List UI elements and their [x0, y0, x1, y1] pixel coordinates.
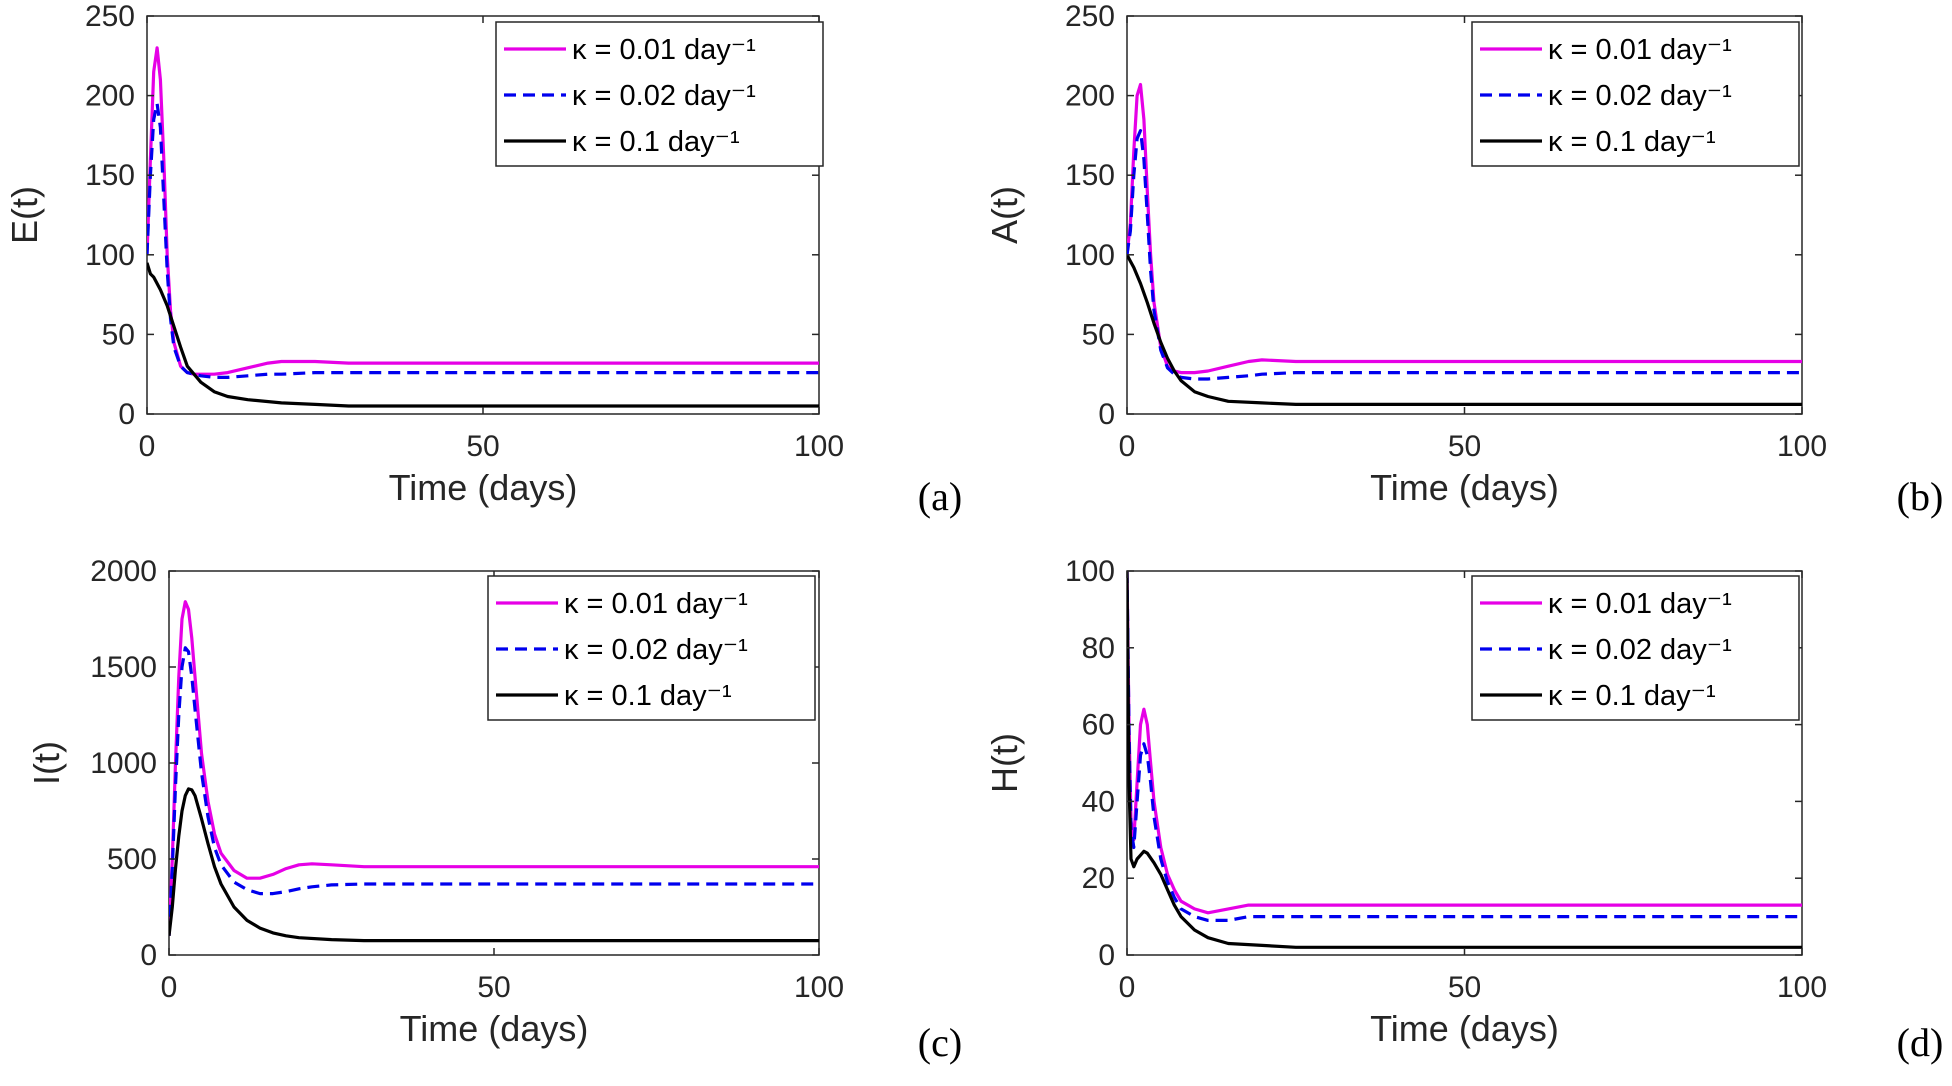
x-tick-label: 0: [1119, 430, 1136, 463]
y-tick-label: 0: [118, 398, 135, 431]
y-tick-label: 1500: [90, 651, 157, 684]
x-tick-label: 0: [161, 971, 178, 1004]
series-line-3: [169, 787, 819, 943]
y-tick-label: 100: [85, 239, 135, 272]
panel-label: (b): [1897, 474, 1944, 519]
series-line-1: [147, 46, 819, 376]
series-line-2: [1127, 571, 1802, 922]
legend-entry-2: κ = 0.02 day⁻¹: [1548, 634, 1732, 666]
legend: κ = 0.01 day⁻¹ κ = 0.02 day⁻¹ κ = 0.1 day⁻…: [495, 21, 824, 167]
x-tick-label: 50: [477, 971, 510, 1004]
legend-entry-2: κ = 0.02 day⁻¹: [564, 634, 748, 666]
y-axis-label: I(t): [26, 741, 67, 785]
legend-entry-1: κ = 0.01 day⁻¹: [572, 34, 756, 66]
x-axis-label: Time (days): [1370, 1008, 1559, 1049]
series-line-3: [147, 262, 819, 408]
y-tick-label: 40: [1082, 785, 1115, 818]
y-tick-label: 150: [1065, 159, 1115, 192]
series-line-1: [1127, 82, 1802, 375]
y-tick-label: 0: [1098, 939, 1115, 972]
y-tick-label: 500: [107, 843, 157, 876]
x-tick-label: 50: [466, 430, 499, 463]
chart-panel-d: 0 50 100 0 20 40 60 80 100 Time (days) H(t) (d) κ = …: [984, 555, 1943, 1065]
y-tick-label: 0: [1098, 398, 1115, 431]
panel-label: (d): [1897, 1020, 1944, 1065]
y-tick-label: 100: [1065, 555, 1115, 588]
panel-label: (a): [918, 474, 962, 519]
legend-entry-1: κ = 0.01 day⁻¹: [564, 588, 748, 620]
y-tick-label: 1000: [90, 747, 157, 780]
legend-entry-3: κ = 0.1 day⁻¹: [1548, 126, 1716, 158]
x-axis-label: Time (days): [400, 1008, 589, 1049]
series-line-3: [1127, 571, 1802, 949]
legend: κ = 0.01 day⁻¹ κ = 0.02 day⁻¹ κ = 0.1 day⁻…: [1471, 21, 1800, 167]
y-tick-label: 100: [1065, 239, 1115, 272]
x-tick-label: 100: [794, 430, 844, 463]
series-line-2: [169, 646, 819, 936]
y-tick-label: 80: [1082, 632, 1115, 665]
x-tick-label: 100: [794, 971, 844, 1004]
legend-entry-1: κ = 0.01 day⁻¹: [1548, 34, 1732, 66]
x-tick-label: 100: [1777, 971, 1827, 1004]
series-line-1: [169, 600, 819, 936]
series-line-3: [1127, 254, 1802, 406]
x-axis-label: Time (days): [389, 467, 578, 508]
legend-entry-3: κ = 0.1 day⁻¹: [564, 680, 732, 712]
x-tick-label: 100: [1777, 430, 1827, 463]
series-line-2: [1127, 129, 1802, 381]
y-axis-label: A(t): [984, 186, 1025, 244]
y-tick-label: 60: [1082, 709, 1115, 742]
y-axis-label: H(t): [984, 733, 1025, 793]
y-tick-label: 200: [85, 80, 135, 113]
legend-entry-2: κ = 0.02 day⁻¹: [572, 80, 756, 112]
x-tick-label: 50: [1448, 971, 1481, 1004]
y-tick-label: 250: [1065, 0, 1115, 33]
x-tick-label: 50: [1448, 430, 1481, 463]
y-tick-label: 250: [85, 0, 135, 33]
y-tick-label: 150: [85, 159, 135, 192]
series-line-2: [147, 102, 819, 379]
legend-entry-3: κ = 0.1 day⁻¹: [1548, 680, 1716, 712]
y-tick-label: 0: [140, 939, 157, 972]
legend-entry-3: κ = 0.1 day⁻¹: [572, 126, 740, 158]
legend-entry-1: κ = 0.01 day⁻¹: [1548, 588, 1732, 620]
legend-entry-2: κ = 0.02 day⁻¹: [1548, 80, 1732, 112]
legend: κ = 0.01 day⁻¹ κ = 0.02 day⁻¹ κ = 0.1 day⁻…: [1471, 575, 1800, 721]
y-axis-label: E(t): [4, 186, 45, 244]
x-tick-label: 0: [139, 430, 156, 463]
y-tick-label: 50: [102, 318, 135, 351]
y-tick-label: 20: [1082, 862, 1115, 895]
x-tick-label: 0: [1119, 971, 1136, 1004]
y-tick-label: 200: [1065, 80, 1115, 113]
chart-panel-a: 0 50 100 0 50 100 150 200 250 Time (days) E(t) (a) κ…: [4, 0, 962, 519]
legend: κ = 0.01 day⁻¹ κ = 0.02 day⁻¹ κ = 0.1 day⁻…: [487, 575, 816, 721]
y-tick-label: 50: [1082, 318, 1115, 351]
chart-panel-b: 0 50 100 0 50 100 150 200 250 Time (days) A(t) (b) κ…: [984, 0, 1943, 519]
panel-label: (c): [918, 1020, 962, 1065]
x-axis-label: Time (days): [1370, 467, 1559, 508]
y-tick-label: 2000: [90, 555, 157, 588]
